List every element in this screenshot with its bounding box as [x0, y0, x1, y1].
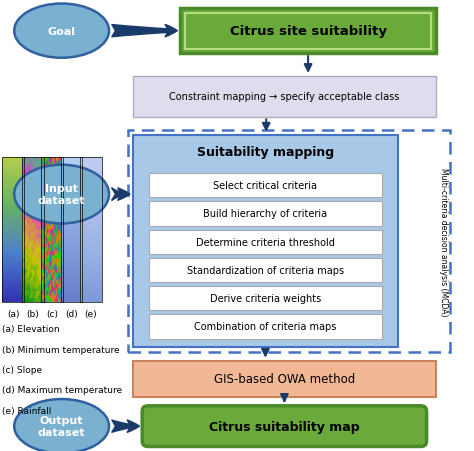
Text: Input
dataset: Input dataset [38, 184, 85, 205]
FancyBboxPatch shape [149, 258, 382, 282]
Text: Constraint mapping → specify acceptable class: Constraint mapping → specify acceptable … [169, 92, 400, 102]
Bar [41, 158, 63, 302]
Ellipse shape [14, 5, 109, 59]
Text: Standardization of criteria maps: Standardization of criteria maps [187, 265, 344, 276]
Text: Determine criteria threshold: Determine criteria threshold [196, 237, 335, 247]
FancyBboxPatch shape [149, 174, 382, 198]
Text: Citrus site suitability: Citrus site suitability [229, 25, 387, 38]
FancyBboxPatch shape [149, 286, 382, 311]
Text: Goal: Goal [47, 27, 76, 37]
Ellipse shape [14, 166, 109, 224]
FancyBboxPatch shape [149, 230, 382, 254]
FancyBboxPatch shape [133, 361, 436, 397]
FancyBboxPatch shape [133, 135, 398, 347]
Ellipse shape [14, 399, 109, 451]
Bar [2, 158, 24, 302]
Text: Build hierarchy of criteria: Build hierarchy of criteria [203, 209, 328, 219]
Text: GIS-based OWA method: GIS-based OWA method [214, 373, 355, 385]
Text: Select critical criteria: Select critical criteria [213, 181, 318, 191]
Bar [22, 158, 44, 302]
Text: (d): (d) [65, 309, 78, 318]
Bar [61, 158, 82, 302]
FancyBboxPatch shape [149, 202, 382, 226]
Text: Citrus suitability map: Citrus suitability map [209, 420, 360, 433]
Text: (a): (a) [7, 309, 19, 318]
FancyBboxPatch shape [180, 9, 436, 54]
Text: Output
dataset: Output dataset [38, 415, 85, 437]
Text: (b) Minimum temperature: (b) Minimum temperature [2, 345, 120, 354]
Text: (e) Rainfall: (e) Rainfall [2, 406, 52, 415]
Text: (b): (b) [27, 309, 39, 318]
FancyBboxPatch shape [142, 406, 427, 446]
Text: Combination of criteria maps: Combination of criteria maps [194, 322, 337, 332]
Bar [80, 158, 102, 302]
Text: (c): (c) [46, 309, 58, 318]
Text: (a) Elevation: (a) Elevation [2, 325, 60, 334]
Text: Derive criteria weights: Derive criteria weights [210, 294, 321, 304]
Text: (c) Slope: (c) Slope [2, 365, 43, 374]
Text: Multi-criteria decision analysis (MCDA): Multi-criteria decision analysis (MCDA) [439, 167, 447, 315]
Text: Suitability mapping: Suitability mapping [197, 146, 334, 159]
FancyBboxPatch shape [149, 315, 382, 339]
Text: (d) Maximum temperature: (d) Maximum temperature [2, 386, 122, 395]
FancyBboxPatch shape [133, 77, 436, 117]
Text: (e): (e) [85, 309, 97, 318]
